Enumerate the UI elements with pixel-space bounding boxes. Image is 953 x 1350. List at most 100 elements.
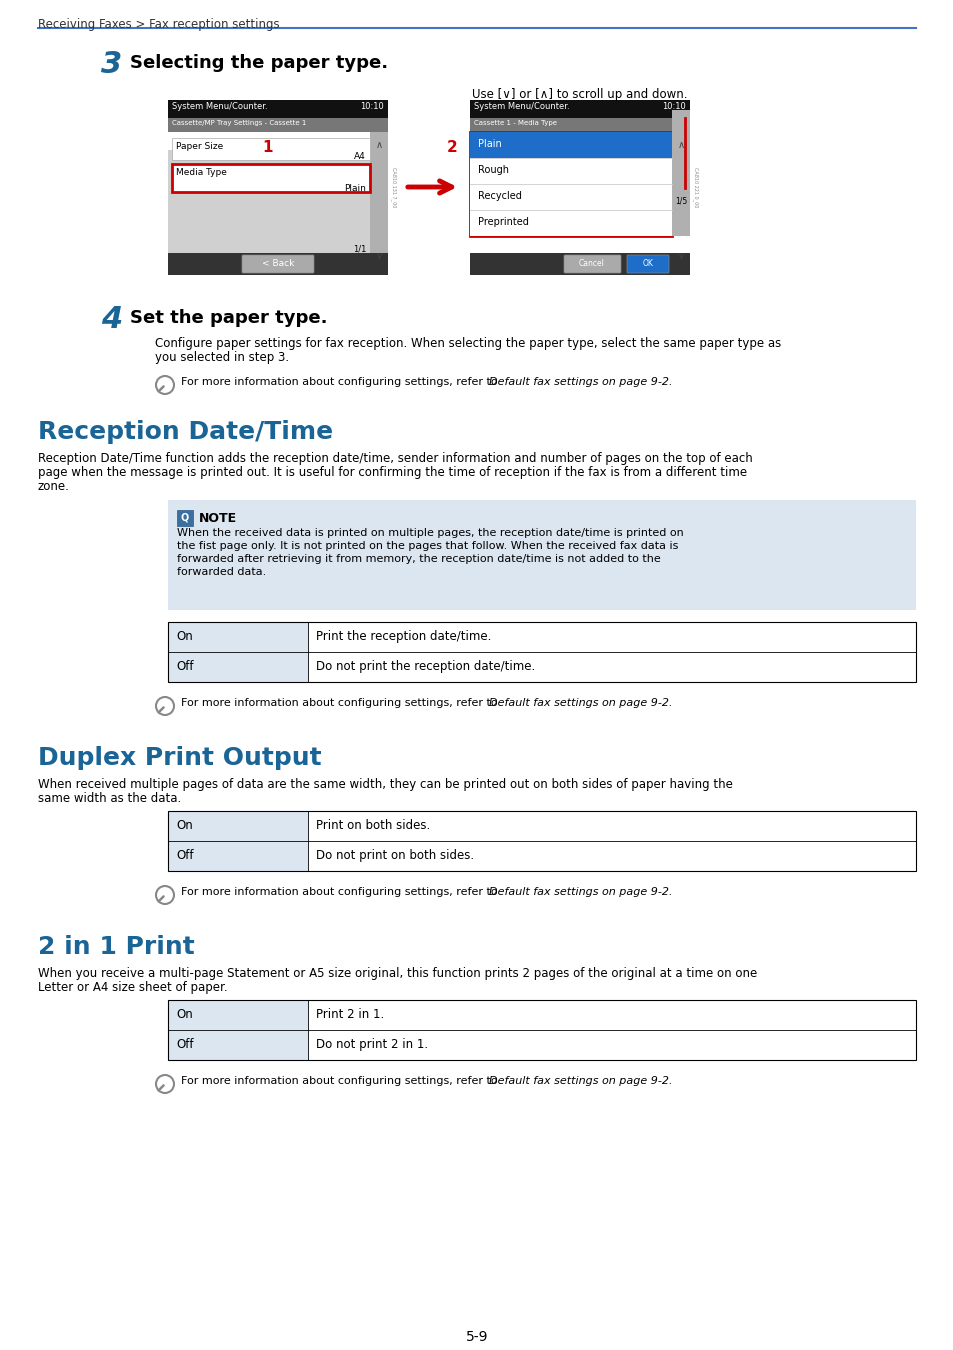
Text: Do not print the reception date/time.: Do not print the reception date/time.	[315, 660, 535, 674]
Bar	[168, 1030, 915, 1060]
Text: When you receive a multi-page Statement or A5 size original, this function print: When you receive a multi-page Statement …	[38, 967, 757, 980]
Text: 1/5: 1/5	[674, 197, 686, 207]
Text: Default fax settings on page 9-2.: Default fax settings on page 9-2.	[489, 887, 672, 896]
Bar	[172, 138, 370, 161]
Text: Reception Date/Time: Reception Date/Time	[38, 420, 333, 444]
FancyBboxPatch shape	[626, 255, 668, 273]
Bar	[168, 652, 308, 682]
Bar	[168, 252, 388, 275]
Bar	[168, 841, 915, 871]
Text: OK: OK	[642, 259, 653, 269]
Bar	[168, 1000, 308, 1030]
Bar	[168, 150, 370, 275]
Text: forwarded after retrieving it from memory, the reception date/time is not added : forwarded after retrieving it from memor…	[177, 554, 660, 564]
Text: 1: 1	[262, 140, 273, 155]
Text: Use [∨] or [∧] to scroll up and down.: Use [∨] or [∧] to scroll up and down.	[472, 88, 687, 101]
Text: System Menu/Counter.: System Menu/Counter.	[172, 103, 268, 111]
Text: For more information about configuring settings, refer to: For more information about configuring s…	[181, 887, 500, 896]
Bar	[168, 811, 915, 871]
Bar	[168, 117, 388, 132]
Text: Off: Off	[175, 1038, 193, 1052]
Text: NOTE: NOTE	[199, 512, 237, 525]
Text: Recycled: Recycled	[477, 190, 521, 201]
FancyBboxPatch shape	[242, 255, 314, 273]
Bar	[470, 211, 671, 236]
Text: the fist page only. It is not printed on the pages that follow. When the receive: the fist page only. It is not printed on…	[177, 541, 678, 551]
Text: Default fax settings on page 9-2.: Default fax settings on page 9-2.	[489, 1076, 672, 1085]
Text: When the received data is printed on multiple pages, the reception date/time is : When the received data is printed on mul…	[177, 528, 683, 539]
Text: 3: 3	[101, 50, 123, 80]
Bar	[470, 132, 671, 158]
Text: On: On	[175, 819, 193, 832]
Text: For more information about configuring settings, refer to: For more information about configuring s…	[181, 1076, 500, 1085]
Bar	[168, 811, 915, 841]
Text: 1/1: 1/1	[353, 244, 366, 254]
Text: Default fax settings on page 9-2.: Default fax settings on page 9-2.	[489, 377, 672, 387]
Text: you selected in step 3.: you selected in step 3.	[154, 351, 289, 364]
Text: On: On	[175, 630, 193, 643]
Text: 10:10: 10:10	[360, 103, 384, 111]
Bar	[168, 811, 308, 841]
Text: Set the paper type.: Set the paper type.	[130, 309, 327, 327]
Bar	[168, 622, 308, 652]
Text: Letter or A4 size sheet of paper.: Letter or A4 size sheet of paper.	[38, 981, 228, 994]
Text: Media Type: Media Type	[175, 167, 227, 177]
Text: Off: Off	[175, 660, 193, 674]
Bar	[470, 184, 671, 211]
Text: Paper Size: Paper Size	[175, 142, 223, 151]
Bar	[470, 100, 689, 117]
Text: Rough: Rough	[477, 165, 509, 176]
Bar	[370, 132, 388, 252]
Text: < Back: < Back	[261, 259, 294, 269]
Bar	[671, 109, 689, 236]
Text: ∨: ∨	[677, 251, 684, 261]
Bar	[168, 622, 915, 652]
Text: A4: A4	[354, 153, 366, 161]
Text: Selecting the paper type.: Selecting the paper type.	[130, 54, 388, 72]
Bar	[168, 1000, 915, 1060]
Text: Print 2 in 1.: Print 2 in 1.	[315, 1008, 384, 1021]
Text: Print on both sides.: Print on both sides.	[315, 819, 430, 832]
Text: For more information about configuring settings, refer to: For more information about configuring s…	[181, 377, 500, 387]
Text: Q: Q	[181, 512, 189, 522]
Bar	[168, 1000, 915, 1030]
Text: System Menu/Counter.: System Menu/Counter.	[474, 103, 569, 111]
Bar	[172, 163, 370, 192]
Text: 10:10: 10:10	[661, 103, 685, 111]
Text: Duplex Print Output: Duplex Print Output	[38, 747, 321, 769]
Text: 2 in 1 Print: 2 in 1 Print	[38, 936, 194, 958]
Text: Plain: Plain	[344, 184, 366, 193]
Text: 4: 4	[101, 305, 123, 333]
Text: Cassette/MP Tray Settings - Cassette 1: Cassette/MP Tray Settings - Cassette 1	[172, 120, 306, 126]
Bar	[168, 100, 388, 117]
Text: CA810 221 0_00: CA810 221 0_00	[692, 167, 698, 207]
Text: ∧: ∧	[375, 140, 382, 150]
Bar	[168, 841, 308, 871]
Text: Print the reception date/time.: Print the reception date/time.	[315, 630, 491, 643]
Text: CA810 131 7_00: CA810 131 7_00	[391, 167, 396, 207]
Text: Default fax settings on page 9-2.: Default fax settings on page 9-2.	[489, 698, 672, 707]
FancyBboxPatch shape	[563, 255, 620, 273]
Text: Configure paper settings for fax reception. When selecting the paper type, selec: Configure paper settings for fax recepti…	[154, 338, 781, 350]
Text: same width as the data.: same width as the data.	[38, 792, 181, 805]
Text: Plain: Plain	[477, 139, 501, 148]
Bar	[470, 132, 671, 236]
Text: Do not print on both sides.: Do not print on both sides.	[315, 849, 474, 863]
Text: forwarded data.: forwarded data.	[177, 567, 266, 576]
Bar	[168, 622, 915, 682]
Text: Receiving Faxes > Fax reception settings: Receiving Faxes > Fax reception settings	[38, 18, 279, 31]
Text: Do not print 2 in 1.: Do not print 2 in 1.	[315, 1038, 428, 1052]
Bar	[177, 510, 193, 526]
Text: zone.: zone.	[38, 481, 70, 493]
Bar	[470, 132, 671, 236]
Bar	[470, 117, 689, 132]
Text: Cassette 1 - Media Type: Cassette 1 - Media Type	[474, 120, 557, 126]
Text: page when the message is printed out. It is useful for confirming the time of re: page when the message is printed out. It…	[38, 466, 746, 479]
Bar	[168, 652, 915, 682]
Bar	[470, 158, 671, 184]
Text: Preprinted: Preprinted	[477, 217, 528, 227]
Text: Reception Date/Time function adds the reception date/time, sender information an: Reception Date/Time function adds the re…	[38, 452, 752, 464]
Text: Cancel: Cancel	[578, 259, 604, 269]
Text: ∨: ∨	[375, 251, 382, 261]
Bar	[168, 1030, 308, 1060]
